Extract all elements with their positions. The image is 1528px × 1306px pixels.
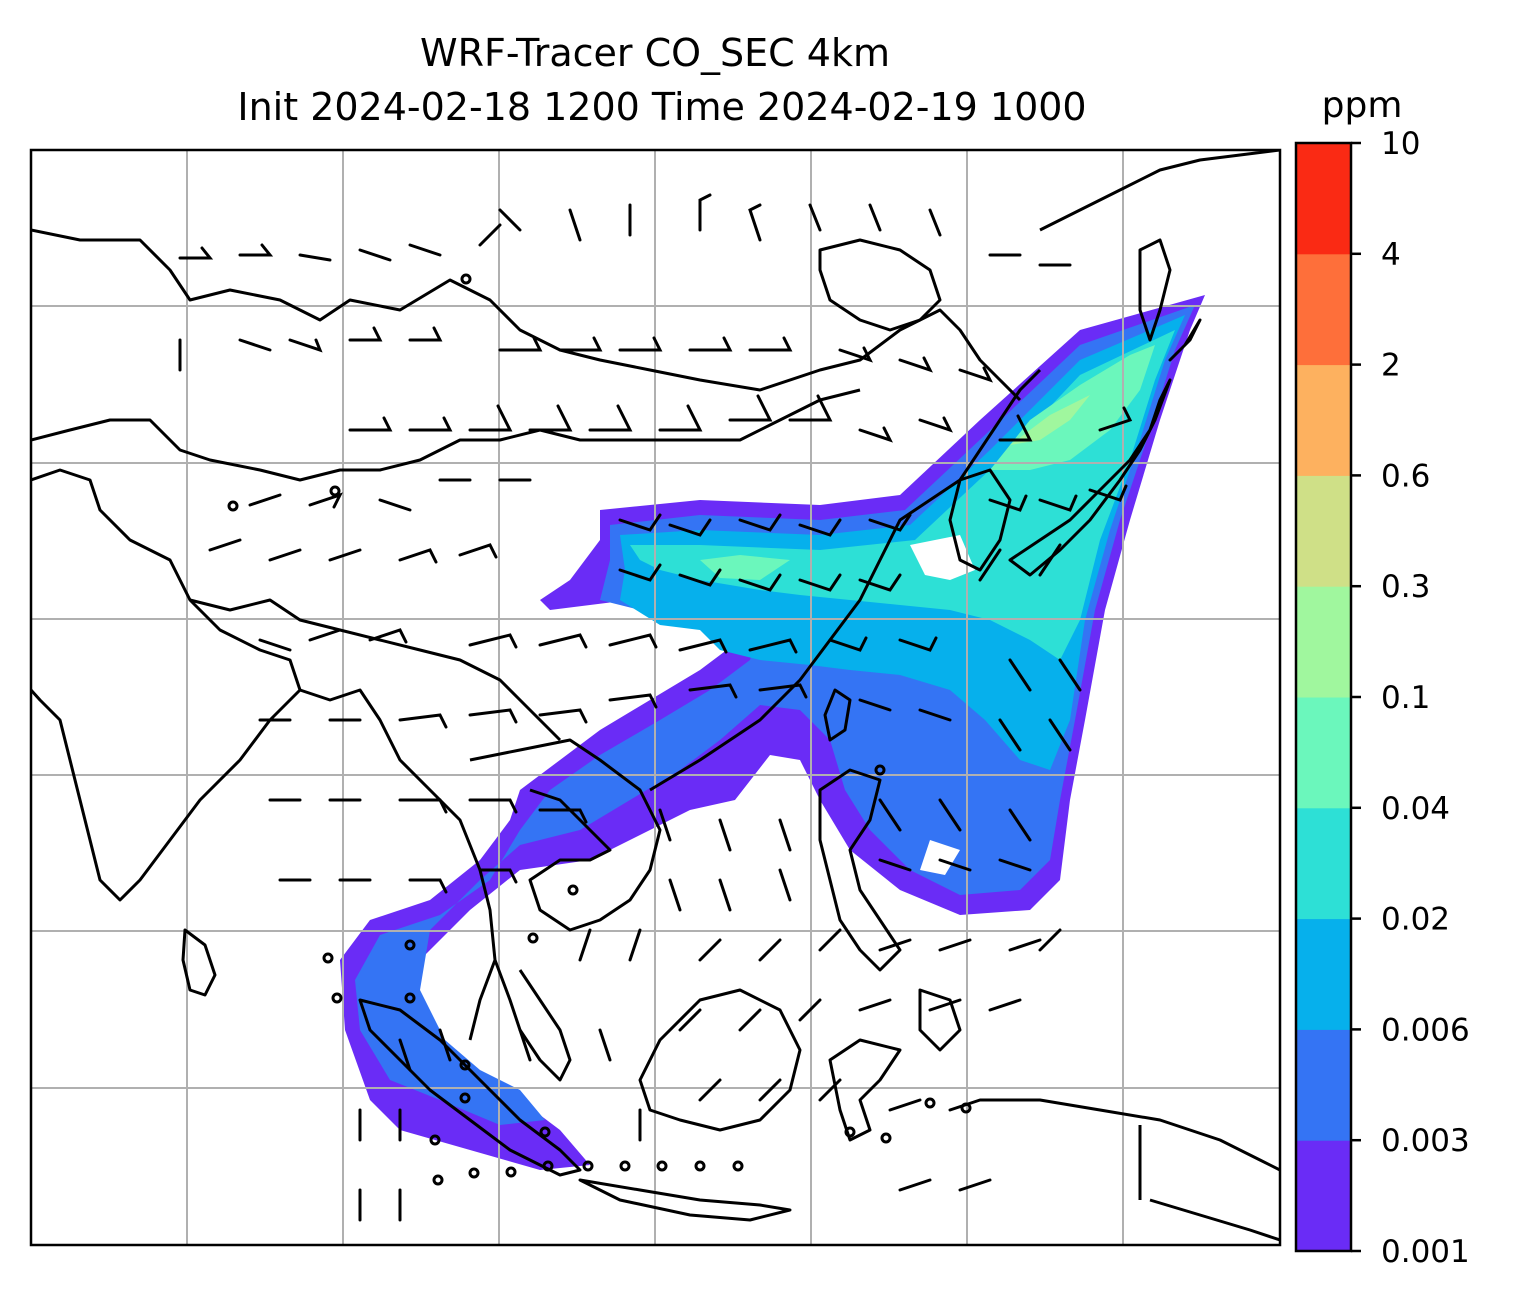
colorbar-tick-label: 0.04 xyxy=(1381,791,1450,827)
map-panel xyxy=(31,150,1280,1245)
colorbar-tick-label: 0.3 xyxy=(1381,569,1430,605)
colorbar-segment xyxy=(1296,1140,1351,1252)
colorbar-tick-label: 0.6 xyxy=(1381,458,1430,494)
colorbar-segment xyxy=(1296,143,1351,255)
colorbar-segment xyxy=(1296,1029,1351,1141)
co-tracer-plume xyxy=(340,295,1205,1170)
title-line-2: Init 2024-02-18 1200 Time 2024-02-19 100… xyxy=(237,85,1086,129)
colorbar-segment xyxy=(1296,586,1351,698)
colorbar-segment xyxy=(1296,918,1351,1030)
colorbar-unit: ppm xyxy=(1322,85,1403,126)
map-frame xyxy=(29,148,1282,1247)
colorbar-ticks: 0.001 0.003 0.006 0.02 0.04 0.1 0.3 0.6 2 4 10 xyxy=(1351,126,1470,1270)
coastlines xyxy=(31,150,1280,1242)
colorbar-tick-label: 0.001 xyxy=(1381,1234,1470,1270)
colorbar: ppm 0.001 0.003 0.006 0.02 0.04 0.1 0.3 0.6 2 4 10 xyxy=(1294,85,1470,1270)
colorbar-tick-label: 0.003 xyxy=(1381,1123,1470,1159)
colorbar-tick-label: 0.006 xyxy=(1381,1012,1470,1048)
colorbar-tick-label: 4 xyxy=(1381,237,1401,273)
colorbar-segment xyxy=(1296,807,1351,920)
title-line-1: WRF-Tracer CO_SEC 4km xyxy=(420,31,890,75)
calm-wind-markers xyxy=(227,273,972,1186)
colorbar-tick-label: 0.02 xyxy=(1381,902,1450,938)
colorbar-tick-label: 10 xyxy=(1381,126,1420,162)
gridlines xyxy=(31,150,1280,1245)
colorbar-tick-label: 0.1 xyxy=(1381,680,1430,716)
colorbar-segment xyxy=(1296,253,1351,366)
wind-barbs xyxy=(178,193,1133,1222)
colorbar-segments xyxy=(1296,143,1351,1252)
colorbar-tick-label: 2 xyxy=(1381,348,1401,384)
colorbar-segment xyxy=(1296,475,1351,587)
colorbar-segment xyxy=(1296,364,1351,476)
colorbar-segment xyxy=(1296,697,1351,809)
